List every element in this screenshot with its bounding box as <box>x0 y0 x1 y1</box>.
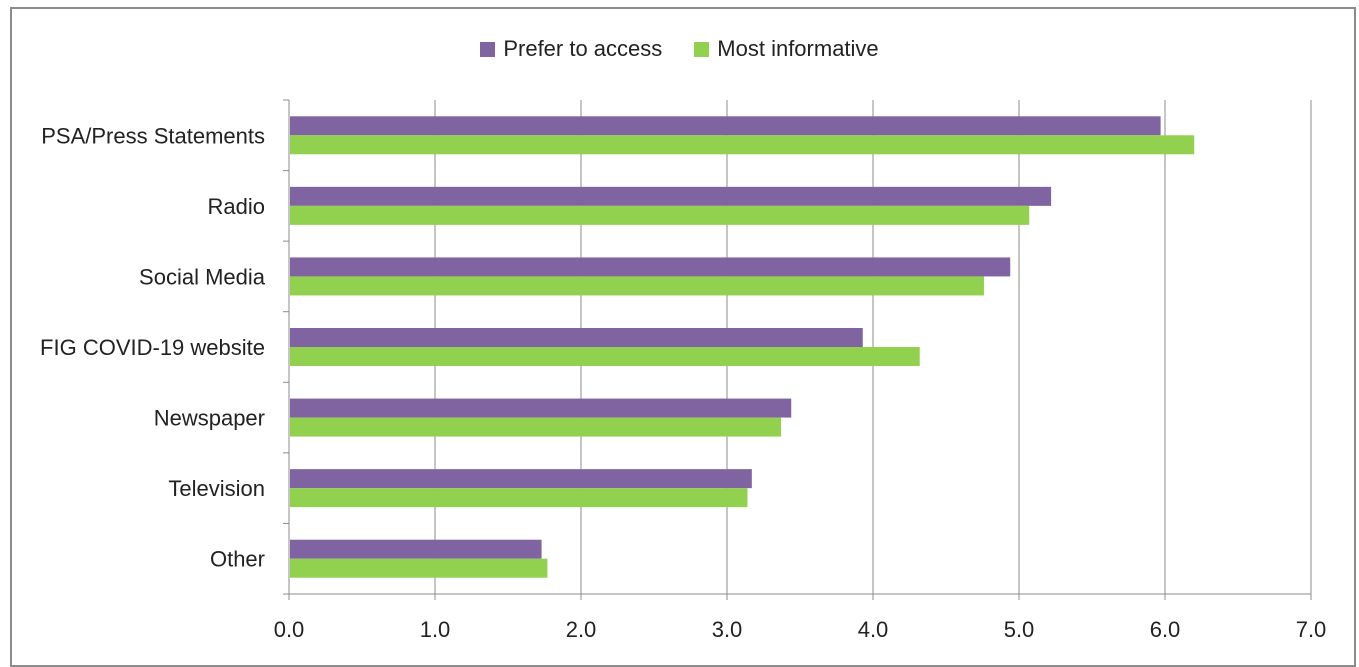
category-label: FIG COVID-19 website <box>40 335 265 360</box>
bar-most-informative <box>290 558 548 578</box>
bar-most-informative <box>290 417 782 437</box>
x-tick-label: 4.0 <box>858 617 889 642</box>
x-tick-label: 5.0 <box>1004 617 1035 642</box>
bar-prefer-to-access <box>290 116 1161 136</box>
bar-most-informative <box>290 135 1195 155</box>
chart-legend: Prefer to access Most informative <box>0 36 1359 62</box>
category-label: Television <box>168 476 265 501</box>
bar-chart: 0.0 1.0 2.0 3.0 4.0 5.0 6.0 7.0 PSA/Press Statem… <box>40 99 1327 642</box>
legend-swatch-prefer-to-access <box>480 41 496 57</box>
category-label: Social Media <box>139 264 266 289</box>
legend-label-most-informative: Most informative <box>717 36 879 61</box>
bar-prefer-to-access <box>290 469 752 489</box>
legend-swatch-most-informative <box>694 41 710 57</box>
bar-prefer-to-access <box>290 257 1011 277</box>
bar-most-informative <box>290 347 920 366</box>
category-label: Radio <box>208 194 265 219</box>
x-tick-label: 0.0 <box>274 617 305 642</box>
bar-most-informative <box>290 276 984 296</box>
category-label: PSA/Press Statements <box>41 123 265 148</box>
bar-prefer-to-access <box>290 328 863 347</box>
x-tick-label: 7.0 <box>1296 617 1327 642</box>
x-tick-label: 2.0 <box>566 617 597 642</box>
legend-item-prefer-to-access: Prefer to access <box>480 36 662 62</box>
x-tick-label: 1.0 <box>420 617 451 642</box>
x-tick-label: 6.0 <box>1150 617 1181 642</box>
category-label: Other <box>210 547 265 572</box>
bar-most-informative <box>290 488 748 508</box>
x-tick-label: 3.0 <box>712 617 743 642</box>
bar-prefer-to-access <box>290 539 542 559</box>
bar-prefer-to-access <box>290 398 792 418</box>
legend-label-prefer-to-access: Prefer to access <box>503 36 663 61</box>
category-label: Newspaper <box>154 406 265 431</box>
bar-most-informative <box>290 205 1030 225</box>
legend-item-most-informative: Most informative <box>694 36 879 62</box>
bar-prefer-to-access <box>290 186 1052 206</box>
